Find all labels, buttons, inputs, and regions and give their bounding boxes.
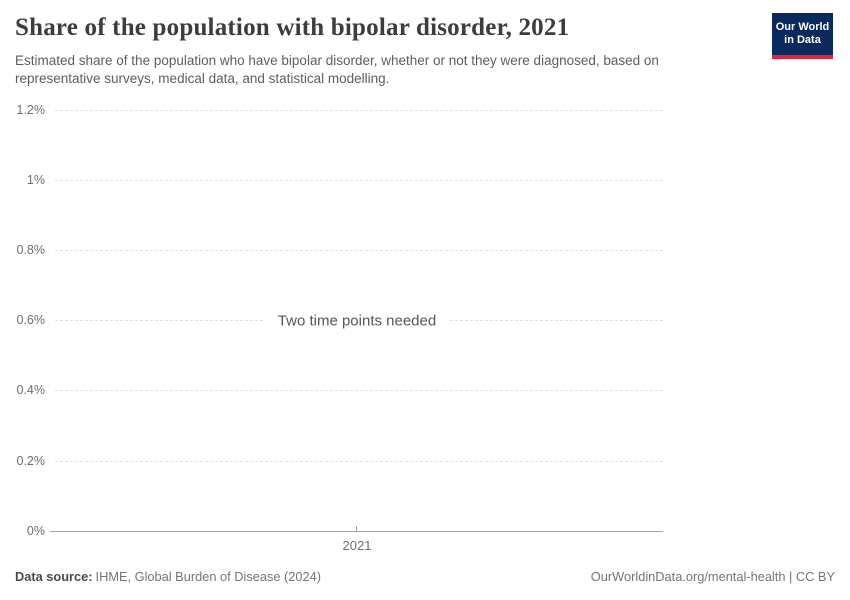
empty-chart-message: Two time points needed	[265, 310, 449, 332]
x-axis-line	[50, 531, 663, 532]
owid-logo-line2: in Data	[784, 34, 821, 46]
data-source-label: Data source:	[15, 569, 93, 584]
y-axis-label-0: 0%	[26, 524, 45, 538]
gridline-1.2	[55, 110, 663, 111]
chart-subtitle: Estimated share of the population who ha…	[15, 53, 659, 86]
owid-logo-line1: Our World	[775, 21, 830, 33]
data-source-value[interactable]: IHME, Global Burden of Disease (2024)	[95, 569, 322, 584]
gridline-0.2	[55, 461, 663, 462]
gridline-0.4	[55, 390, 663, 391]
owid-logo[interactable]: Our World in Data	[772, 13, 833, 59]
y-axis-label-0.2: 0.2%	[16, 454, 46, 468]
x-axis-label-2021: 2021	[342, 538, 372, 553]
y-axis-label-0.8: 0.8%	[16, 243, 46, 257]
x-axis-tick-2021	[356, 526, 357, 531]
chart-title: Share of the population with bipolar dis…	[15, 14, 570, 41]
y-axis-label-1: 1%	[26, 173, 45, 187]
y-axis-label-0.4: 0.4%	[16, 383, 46, 397]
y-axis-label-1.2: 1.2%	[16, 103, 46, 117]
footer-data-source: Data source: IHME, Global Burden of Disea…	[15, 569, 321, 584]
footer-license-link[interactable]: OurWorldinData.org/mental-health | CC BY	[590, 569, 835, 584]
y-axis-label-0.6: 0.6%	[16, 313, 46, 327]
gridline-1	[55, 180, 663, 181]
gridline-0.8	[55, 250, 663, 251]
